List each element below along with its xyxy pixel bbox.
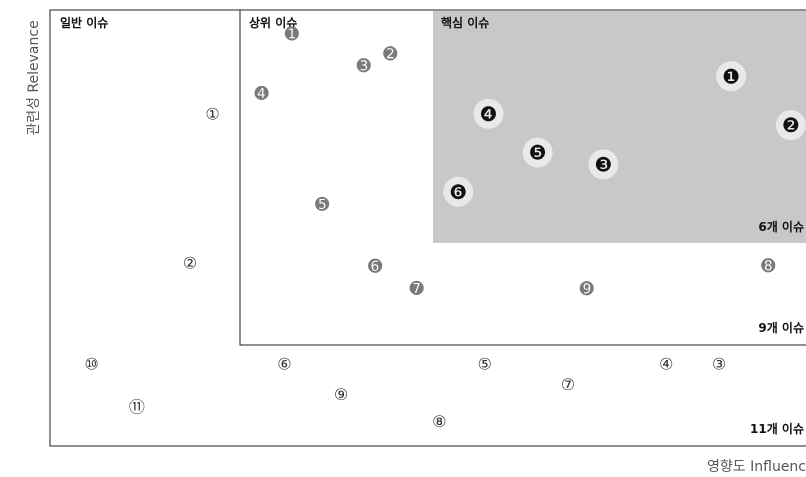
top-issue-point: ➒ — [580, 279, 595, 299]
top-issue-point: ➏ — [368, 257, 383, 277]
top-zone-title: 상위 이슈 — [249, 15, 297, 30]
top-issue-point: ➊ — [285, 24, 300, 44]
core-issue-point: ❷ — [782, 113, 800, 137]
general-issue-point: ⑥ — [277, 355, 291, 374]
top-issue-point: ➋ — [383, 44, 398, 64]
top-issue-point: ➌ — [357, 57, 372, 77]
core-zone-count: 6개 이슈 — [758, 219, 804, 234]
point-halo — [443, 176, 474, 207]
top-zone-count: 9개 이슈 — [758, 320, 804, 335]
top-issue-point: ➎ — [315, 195, 330, 215]
general-zone-title: 일반 이슈 — [60, 15, 108, 30]
general-issue-point: ⑩ — [84, 355, 98, 374]
general-issue-point: ⑤ — [478, 355, 492, 374]
top-issue-point: ➍ — [255, 84, 270, 104]
top-issue-point: ➑ — [761, 256, 776, 276]
general-issue-point: ④ — [659, 355, 673, 374]
general-issue-point: ⑧ — [432, 412, 446, 431]
x-axis-label: 영향도 Influenc — [707, 459, 806, 475]
general-issue-point: ⑦ — [561, 375, 575, 394]
zones-layer — [49, 9, 806, 447]
core-issue-point: ❹ — [480, 102, 498, 126]
general-zone-frame — [49, 9, 806, 447]
core-zone-title: 핵심 이슈 — [441, 15, 489, 30]
general-issue-point: ⑨ — [334, 385, 348, 404]
top-issue-point: ➐ — [410, 279, 425, 299]
point-halo — [473, 98, 504, 129]
general-issue-point: ⑪ — [129, 398, 145, 417]
point-halo — [588, 149, 619, 180]
core-issue-point: ❶ — [722, 64, 740, 88]
general-issue-point: ① — [205, 105, 219, 124]
points-layer: ❶ ❷ ❸ ❹ ❺ ❻ ➊ ➋➌ ➍ ➎ ➏ ➐ ➑ ➒ ① ② ③ ④ ⑤ ⑥ ⑦ ⑧ ⑨ ⑩ ⑪ — [84, 24, 806, 431]
core-issue-point: ❺ — [529, 141, 547, 165]
general-issue-point: ② — [183, 253, 197, 272]
point-halo — [716, 61, 747, 92]
general-zone-count: 11개 이슈 — [750, 421, 804, 436]
general-issue-point: ③ — [712, 355, 726, 374]
y-axis-label: 관련성 Relevance — [26, 20, 42, 135]
point-halo — [522, 137, 553, 168]
top-zone-frame — [239, 10, 806, 346]
point-halo — [775, 110, 806, 141]
core-issue-point: ❸ — [594, 152, 612, 176]
core-issue-point: ❻ — [449, 180, 467, 204]
